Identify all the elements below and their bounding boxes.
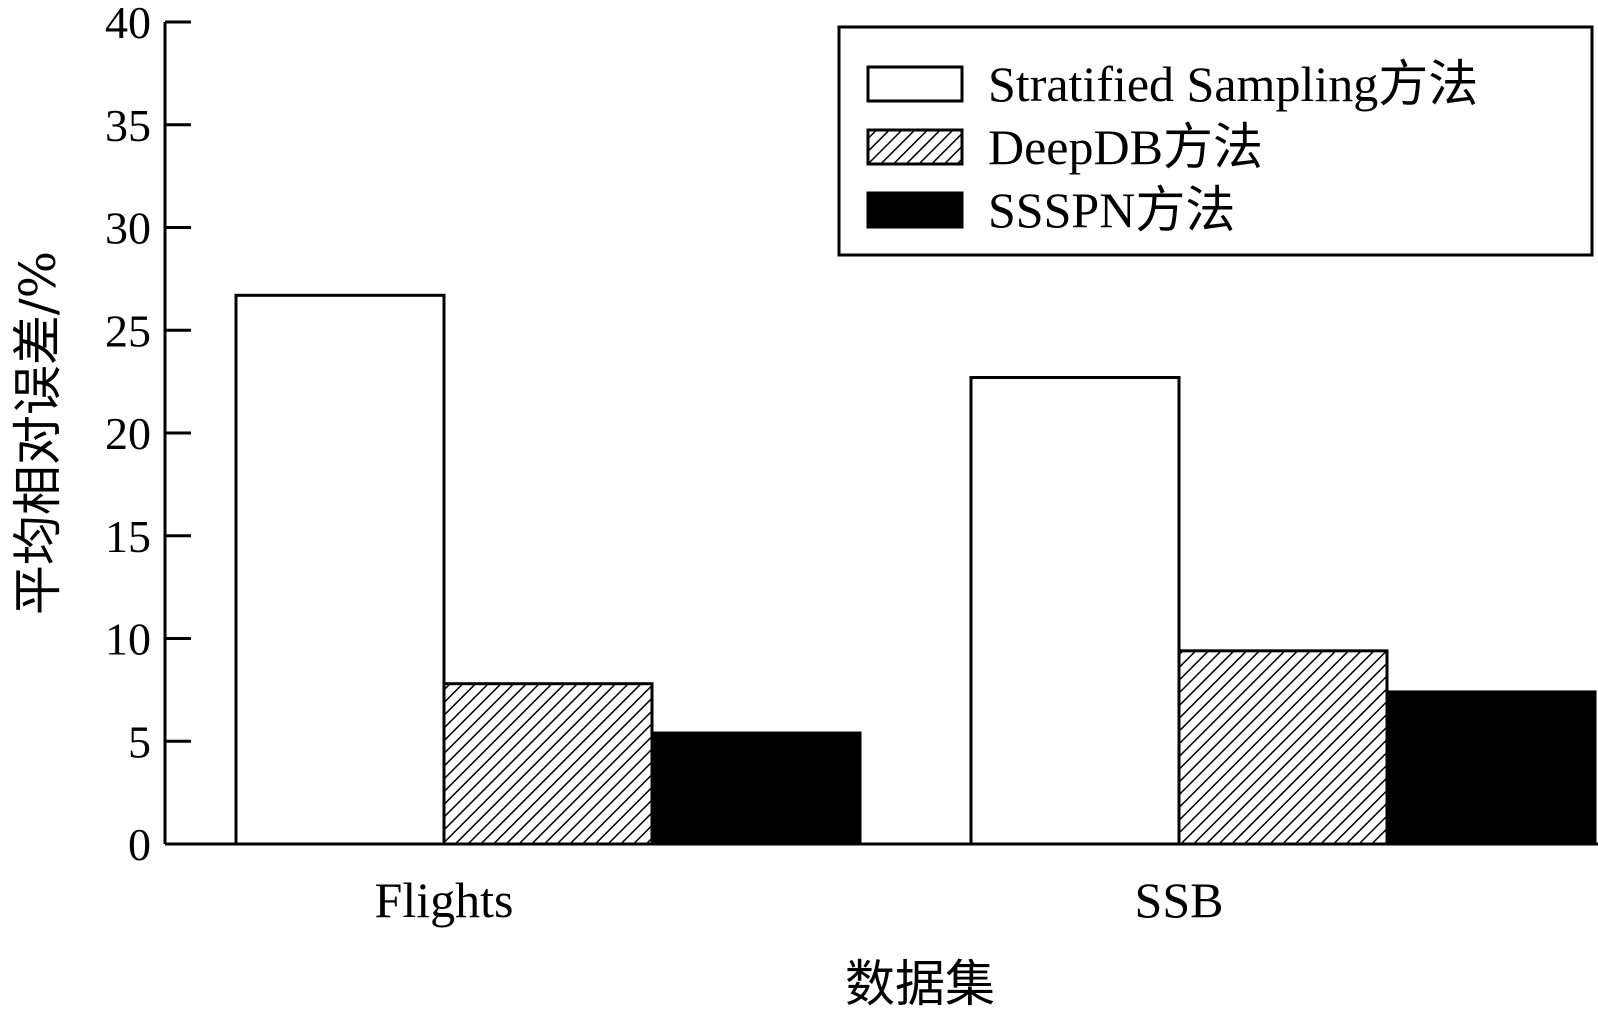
legend-label: SSSPN方法 [988, 182, 1235, 238]
legend-swatch [866, 65, 964, 103]
y-tick-label: 10 [105, 614, 151, 665]
y-axis-title: 平均相对误差/% [9, 251, 67, 615]
x-axis-title: 数据集 [845, 955, 995, 1013]
bar-deepdb-ssb [1177, 649, 1389, 846]
legend-swatch [866, 191, 964, 229]
x-labels-group: Flights SSB [375, 872, 1224, 928]
bar-ssspn-ssb [1385, 690, 1597, 846]
y-tick-label: 30 [105, 203, 151, 254]
y-tick-label: 15 [105, 511, 151, 562]
bar-stratified-flights [234, 293, 446, 846]
legend-box [837, 25, 1594, 257]
legend-label: Stratified Sampling方法 [988, 56, 1478, 112]
y-ticks-group: 0 5 10 15 20 25 30 35 40 [105, 0, 191, 870]
legend-swatch [866, 128, 964, 166]
legend: Stratified Sampling方法 DeepDB方法 SSSPN方法 [837, 25, 1594, 257]
x-category-label: SSB [1135, 872, 1224, 928]
bar-stratified-ssb [969, 376, 1181, 846]
x-category-label: Flights [375, 872, 514, 928]
legend-label: DeepDB方法 [988, 119, 1263, 175]
y-tick-label: 40 [105, 0, 151, 48]
bars-group [234, 293, 1597, 846]
y-tick-label: 0 [128, 819, 151, 870]
y-tick-label: 20 [105, 408, 151, 459]
y-tick-label: 5 [128, 716, 151, 767]
bar-ssspn-flights [650, 731, 862, 846]
y-tick-label: 35 [105, 100, 151, 151]
bar-deepdb-flights [442, 682, 654, 846]
y-tick-label: 25 [105, 305, 151, 356]
